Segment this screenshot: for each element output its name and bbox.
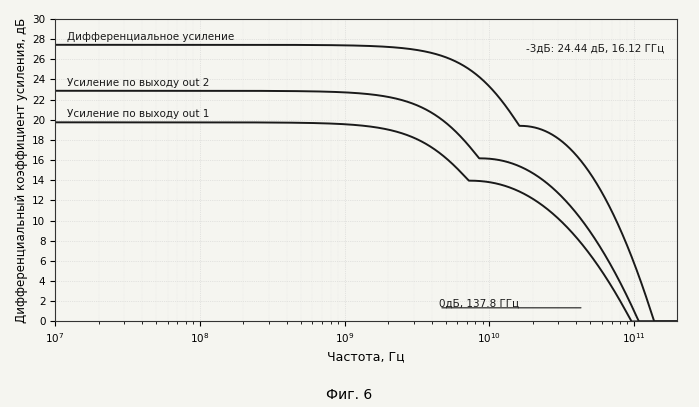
Text: -3дБ: 24.44 дБ, 16.12 ГГц: -3дБ: 24.44 дБ, 16.12 ГГц — [526, 43, 665, 53]
X-axis label: Частота, Гц: Частота, Гц — [327, 350, 405, 363]
Text: Фиг. 6: Фиг. 6 — [326, 388, 373, 402]
Y-axis label: Дифференциальный коэффициент усиления, дБ: Дифференциальный коэффициент усиления, д… — [15, 18, 28, 323]
Text: 0дБ, 137.8 ГГц: 0дБ, 137.8 ГГц — [439, 298, 519, 309]
Text: Усиление по выходу out 1: Усиление по выходу out 1 — [66, 109, 209, 119]
Text: Дифференциальное усиление: Дифференциальное усиление — [66, 32, 234, 42]
Text: Усиление по выходу out 2: Усиление по выходу out 2 — [66, 78, 209, 88]
